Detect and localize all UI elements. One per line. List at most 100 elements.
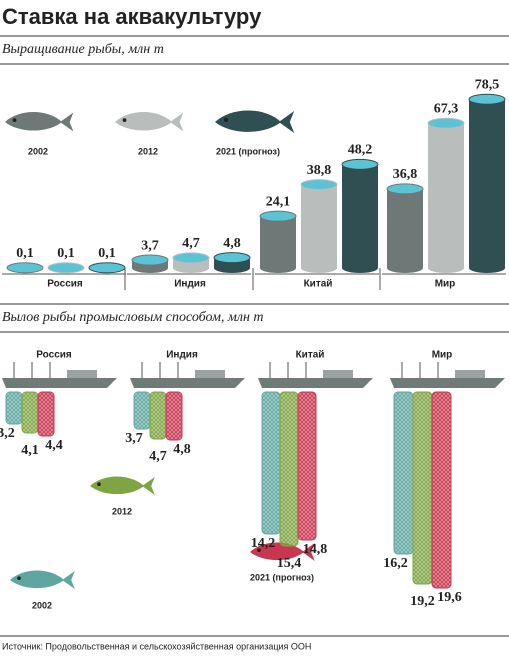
category-label: Мир [435,279,456,290]
value-label: 48,2 [348,143,373,158]
fish-tail [170,112,184,132]
boat-cabin [195,370,225,378]
net [279,391,299,547]
cylinder-top [427,117,465,129]
boat [390,378,505,388]
legend-fish [10,570,75,589]
cylinder-body [428,123,464,269]
value-label: 24,1 [266,194,291,209]
legend-label: 2002 [28,146,48,156]
cylinder [300,179,338,273]
cylinder-body [387,188,423,268]
fish-tail [60,112,74,132]
cylinder-body [469,99,505,268]
fish-body [115,112,172,131]
value-label: 3,7 [125,431,143,446]
boat-cabin [67,370,97,378]
cylinder-top [300,179,338,191]
fish-eye [122,118,127,122]
fish-body [90,476,144,495]
value-label: 0,1 [98,246,116,261]
category-label: Россия [36,350,72,361]
fish-eye [17,576,21,580]
legend-label: 2021 (прогноз) [216,146,280,156]
value-label: 19,2 [410,594,435,609]
net [393,391,414,555]
value-label: 4,8 [173,442,191,457]
cylinder-body [260,216,296,268]
net [412,391,433,585]
cylinder [213,252,251,273]
cylinder [341,158,379,273]
net [149,391,167,440]
net [165,391,183,441]
cylinder [259,210,297,273]
legend-fish [5,112,74,132]
value-label: 19,6 [437,590,462,605]
category-label: Мир [432,350,453,361]
fish-tail [302,543,315,561]
net [261,391,281,535]
fish-tail [62,571,75,589]
boat-cabin [455,370,485,378]
cylinder-body [342,164,378,268]
fish-body [5,112,63,131]
category-label: Индия [166,350,198,361]
fish-body [250,542,304,561]
subtitle: Вылов рыбы промысловым способом, млн т [2,310,264,325]
value-label: 14,8 [303,542,328,557]
cylinder-top [259,210,297,222]
fish-tail [278,111,295,133]
value-label: 3,2 [0,426,15,441]
source: Источник: Продовольственная и сельскохоз… [2,641,311,651]
value-label: 0,1 [57,246,75,261]
value-label: 4,1 [21,443,39,458]
cylinder-top [47,262,85,274]
value-label: 4,8 [223,236,241,251]
legend-fish [250,542,315,561]
boat [2,378,117,388]
fish-eye [257,548,261,552]
fish-eye [12,118,17,122]
cylinder-top [6,262,44,274]
value-label: 0,1 [16,246,34,261]
title: Ставка на аквакультуру [2,4,262,29]
value-label: 78,5 [475,77,500,92]
cylinder-top [386,183,424,195]
legend-label: 2012 [112,506,132,516]
fish-body [10,570,64,589]
cylinder [131,254,169,273]
cylinder [386,183,424,273]
fish-body [215,110,281,132]
value-label: 16,2 [383,556,408,571]
legend-label: 2002 [32,600,52,610]
subtitle: Выращивание рыбы, млн т [2,42,164,57]
cylinder [468,93,506,273]
value-label: 3,7 [141,238,159,253]
value-label: 15,4 [277,556,302,571]
legend-fish [215,110,295,133]
fish-tail [142,477,155,495]
value-label: 36,8 [393,167,418,182]
boat-cabin [323,370,353,378]
category-label: Индия [174,279,206,290]
value-label: 4,7 [182,236,200,251]
net [5,391,23,425]
cylinder [427,117,465,273]
net [133,391,151,430]
value-label: 4,7 [149,449,167,464]
cylinder-body [301,184,337,268]
boat [258,378,373,388]
cylinder-top [88,262,126,274]
category-label: Китай [304,279,333,290]
cylinder-top [341,158,379,170]
net [21,391,39,434]
net [431,391,452,589]
category-label: Китай [296,350,325,361]
cylinder-top [172,252,210,264]
value-label: 4,4 [45,438,63,453]
cylinder-top [213,252,251,264]
value-label: 14,2 [251,536,276,551]
value-label: 67,3 [434,102,459,117]
